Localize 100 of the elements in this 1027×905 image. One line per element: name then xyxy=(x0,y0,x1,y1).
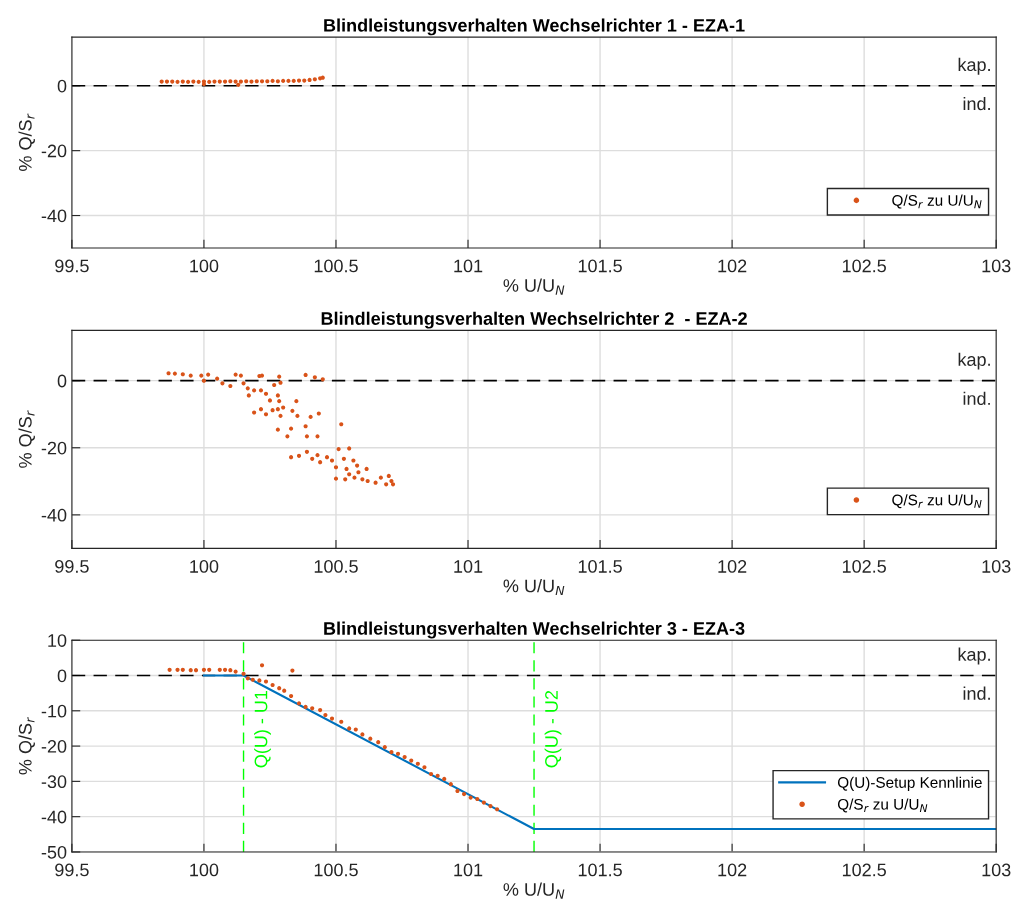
y-tick-label: 10 xyxy=(48,634,67,647)
point xyxy=(402,754,407,760)
point xyxy=(228,668,233,673)
x-tick-label: 103 xyxy=(982,863,1011,877)
x-tick-label: 101.5 xyxy=(578,259,622,273)
point xyxy=(389,750,394,755)
legend-label: Q(U)-Setup Kennlinie xyxy=(837,776,982,791)
x-tick-label: 99.5 xyxy=(55,560,89,573)
ref-line-label: Q(U) - U1 xyxy=(254,690,271,768)
point xyxy=(265,79,270,84)
point xyxy=(339,719,344,724)
x-axis-title: % U/U$_{N}$ xyxy=(503,278,565,295)
point xyxy=(193,668,199,673)
point xyxy=(481,800,486,805)
point xyxy=(207,79,212,84)
point xyxy=(448,782,453,787)
x-tick-label: 100 xyxy=(190,863,219,877)
x-tick-label: 100.5 xyxy=(314,560,358,573)
point xyxy=(259,663,265,668)
x-tick-label: 101 xyxy=(454,259,483,273)
y-tick-label: -10 xyxy=(41,704,67,718)
point xyxy=(250,677,255,682)
y-axis-title: % Q/S$_{r}$ xyxy=(18,410,35,468)
x-axis-title: % U/U$_{N}$ xyxy=(503,579,565,596)
point xyxy=(275,79,280,84)
legend-label: Q/S$_{r}$ zu U/U$_{N}$ xyxy=(892,194,982,209)
point xyxy=(207,667,212,672)
point xyxy=(201,667,207,672)
point xyxy=(318,708,323,713)
point xyxy=(415,761,420,766)
point xyxy=(180,79,185,84)
point xyxy=(249,79,254,84)
point xyxy=(222,667,228,672)
point xyxy=(289,693,294,699)
point xyxy=(270,682,275,688)
point xyxy=(461,792,467,797)
point xyxy=(212,79,217,84)
annotation: ind. xyxy=(963,686,990,700)
legend-label: Q/S$_{r}$ zu U/U$_{N}$ xyxy=(837,798,928,813)
x-tick-label: 101.5 xyxy=(578,863,622,877)
point xyxy=(488,804,493,809)
point xyxy=(382,745,387,750)
x-tick-label: 100.5 xyxy=(314,259,358,273)
y-tick-label: -50 xyxy=(41,845,67,859)
x-tick-label: 101 xyxy=(454,560,483,573)
legend-label: Q/S$_{r}$ zu U/U$_{N}$ xyxy=(892,494,982,509)
point xyxy=(238,79,243,84)
ref-line-label: Q(U) - U2 xyxy=(544,690,562,768)
point xyxy=(245,676,250,681)
point xyxy=(241,671,246,676)
x-tick-label: 99.5 xyxy=(55,863,89,877)
annotation: kap. xyxy=(958,57,990,75)
point xyxy=(270,78,275,83)
y-tick-label: 0 xyxy=(57,374,67,388)
x-tick-label: 100 xyxy=(190,560,219,573)
point xyxy=(188,668,193,673)
point xyxy=(296,701,302,706)
x-tick-label: 100.5 xyxy=(314,863,358,877)
point xyxy=(347,726,352,731)
x-tick-label: 102.5 xyxy=(842,259,886,273)
point xyxy=(475,796,480,802)
chart-title: Blindleistungsverhalten Wechselrichter 2 - EZA-2 xyxy=(321,311,747,329)
point xyxy=(428,771,434,777)
point xyxy=(186,79,191,84)
point xyxy=(312,77,317,82)
y-tick-label: -40 xyxy=(41,209,67,223)
annotation: ind. xyxy=(963,391,990,406)
point xyxy=(170,79,175,84)
point xyxy=(376,740,381,745)
x-tick-label: 102.5 xyxy=(842,560,886,573)
point xyxy=(222,79,228,84)
y-axis-title: % Q/S$_{r}$ xyxy=(18,716,35,775)
point xyxy=(291,78,296,83)
point xyxy=(259,79,265,84)
point xyxy=(286,78,291,83)
y-tick-label: -20 xyxy=(41,740,67,753)
point xyxy=(175,667,180,672)
point xyxy=(368,736,373,741)
point xyxy=(494,807,500,812)
point xyxy=(164,79,170,84)
point xyxy=(254,79,259,84)
point xyxy=(281,78,286,83)
y-tick-label: -20 xyxy=(41,144,67,158)
point xyxy=(180,667,185,672)
point xyxy=(307,77,312,83)
annotation: ind. xyxy=(963,96,990,111)
point xyxy=(282,688,287,693)
point xyxy=(455,788,460,793)
annotation: kap. xyxy=(958,647,990,665)
point xyxy=(217,79,222,84)
x-tick-label: 102 xyxy=(718,259,747,273)
x-tick-label: 103 xyxy=(982,560,1011,573)
x-tick-label: 101.5 xyxy=(578,560,622,573)
point xyxy=(409,758,414,763)
point xyxy=(303,704,308,709)
point xyxy=(167,667,172,672)
point xyxy=(244,79,249,84)
point xyxy=(329,716,335,721)
point xyxy=(323,712,328,718)
y-axis-title: % Q/S$_{r}$ xyxy=(18,113,35,171)
